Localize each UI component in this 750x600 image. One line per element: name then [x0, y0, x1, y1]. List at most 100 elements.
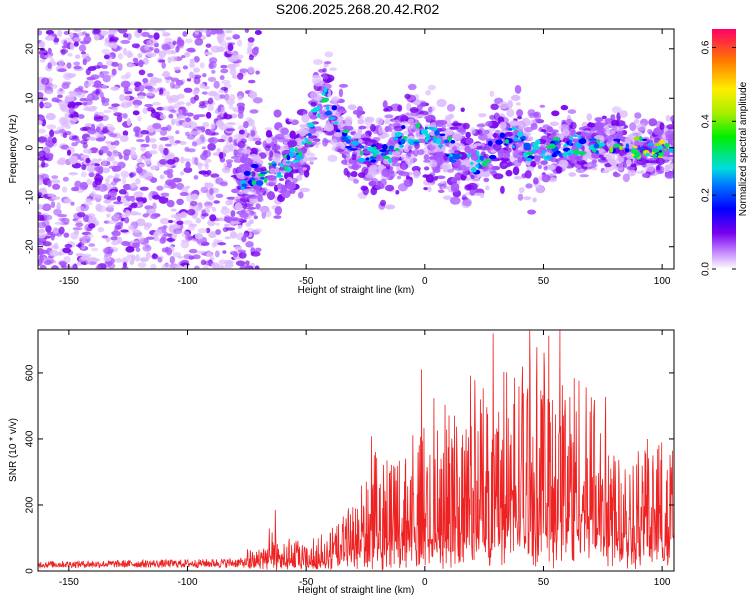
heatmap-cell	[198, 101, 206, 107]
heatmap-cell	[609, 146, 614, 153]
heatmap-cell	[254, 247, 262, 252]
heatmap-cell	[180, 156, 185, 164]
heatmap-cell	[190, 193, 199, 200]
heatmap-cell	[105, 98, 110, 103]
heatmap-cell	[403, 179, 413, 188]
heatmap-cell	[232, 53, 239, 61]
heatmap-cell	[236, 102, 246, 108]
heatmap-cell	[668, 146, 674, 153]
heatmap-cell	[161, 43, 171, 51]
heatmap-cell	[400, 153, 409, 161]
heatmap-cell	[632, 145, 638, 149]
heatmap-cell	[515, 102, 521, 106]
heatmap-cell	[213, 200, 220, 204]
heatmap-cell	[87, 82, 92, 87]
heatmap-cell	[248, 201, 259, 205]
heatmap-cell	[47, 136, 53, 144]
heatmap-cell	[146, 40, 152, 46]
heatmap-cell	[384, 204, 396, 210]
heatmap-cell	[142, 78, 149, 84]
heatmap-cell	[153, 48, 160, 54]
heatmap-cell	[420, 129, 429, 135]
heatmap-cell	[505, 169, 513, 177]
heatmap-cell	[130, 255, 137, 262]
heatmap-cell	[523, 126, 534, 133]
heatmap-cell	[673, 160, 674, 162]
heatmap-cell	[214, 264, 224, 269]
heatmap-cell	[45, 256, 55, 265]
heatmap-cell	[83, 253, 92, 258]
heatmap-cell	[439, 127, 447, 132]
heatmap-cell	[605, 152, 616, 162]
heatmap-cell	[499, 132, 506, 139]
heatmap-cell	[185, 101, 192, 107]
heatmap-cell	[85, 157, 91, 164]
heatmap-cell	[165, 79, 170, 84]
heatmap-cell	[443, 139, 450, 144]
heatmap-cell	[224, 236, 232, 240]
heatmap-cell	[148, 138, 157, 143]
heatmap-cell	[75, 222, 84, 228]
heatmap-cell	[307, 141, 313, 145]
heatmap-cell	[136, 158, 143, 163]
heatmap-cell	[237, 249, 247, 253]
y-tick-label: 0	[25, 145, 36, 151]
heatmap-cell	[106, 204, 115, 209]
y-tick-label: 200	[25, 496, 36, 513]
heatmap-cell	[223, 114, 233, 120]
heatmap-cell	[69, 42, 75, 51]
heatmap-cell	[657, 145, 664, 150]
heatmap-cell	[315, 143, 320, 149]
heatmap-cell	[185, 117, 192, 123]
heatmap-cell	[525, 157, 533, 162]
heatmap-cell	[671, 157, 674, 164]
heatmap-cell	[423, 166, 430, 171]
heatmap-cell	[674, 126, 678, 131]
heatmap-cell	[202, 265, 209, 269]
heatmap-cell	[167, 219, 174, 224]
heatmap-cell	[516, 131, 524, 138]
heatmap-cell	[77, 85, 84, 91]
heatmap-cell	[38, 150, 47, 159]
heatmap-cell	[221, 33, 226, 37]
heatmap-cell	[189, 71, 196, 80]
heatmap-cell	[142, 107, 148, 114]
heatmap-cell	[78, 257, 86, 263]
heatmap-cell	[210, 123, 216, 130]
heatmap-cell	[646, 162, 655, 166]
heatmap-cell	[39, 264, 47, 269]
heatmap-cell	[50, 83, 58, 89]
heatmap-cell	[163, 147, 169, 156]
heatmap-cell	[304, 137, 309, 144]
heatmap-cell	[245, 241, 254, 248]
heatmap-cell	[118, 154, 123, 160]
heatmap-cell	[132, 99, 143, 106]
heatmap-cell	[166, 159, 176, 165]
heatmap-cell	[576, 144, 581, 149]
heatmap-cell	[423, 186, 429, 191]
heatmap-cell	[52, 226, 59, 235]
heatmap-cell	[87, 105, 97, 112]
heatmap-cell	[453, 120, 459, 125]
heatmap-cell	[568, 172, 577, 177]
heatmap-cell	[285, 160, 291, 164]
heatmap-cell	[297, 191, 304, 199]
heatmap-cell	[38, 211, 42, 216]
heatmap-cell	[324, 122, 334, 132]
x-tick-label: 0	[422, 276, 428, 287]
heatmap-cell	[189, 62, 195, 68]
heatmap-cell	[527, 209, 537, 215]
heatmap-cell	[532, 177, 539, 185]
heatmap-cell	[207, 143, 216, 151]
heatmap-cell	[673, 152, 674, 155]
heatmap-cell	[136, 95, 145, 100]
heatmap-cell	[112, 106, 118, 113]
heatmap-cell	[299, 158, 305, 165]
heatmap-cell	[328, 116, 336, 120]
heatmap-cell	[232, 34, 241, 40]
heatmap-cell	[532, 197, 537, 203]
heatmap-cell	[357, 127, 363, 136]
heatmap-cell	[327, 154, 338, 163]
heatmap-cell	[220, 64, 228, 69]
heatmap-cell	[261, 210, 267, 219]
